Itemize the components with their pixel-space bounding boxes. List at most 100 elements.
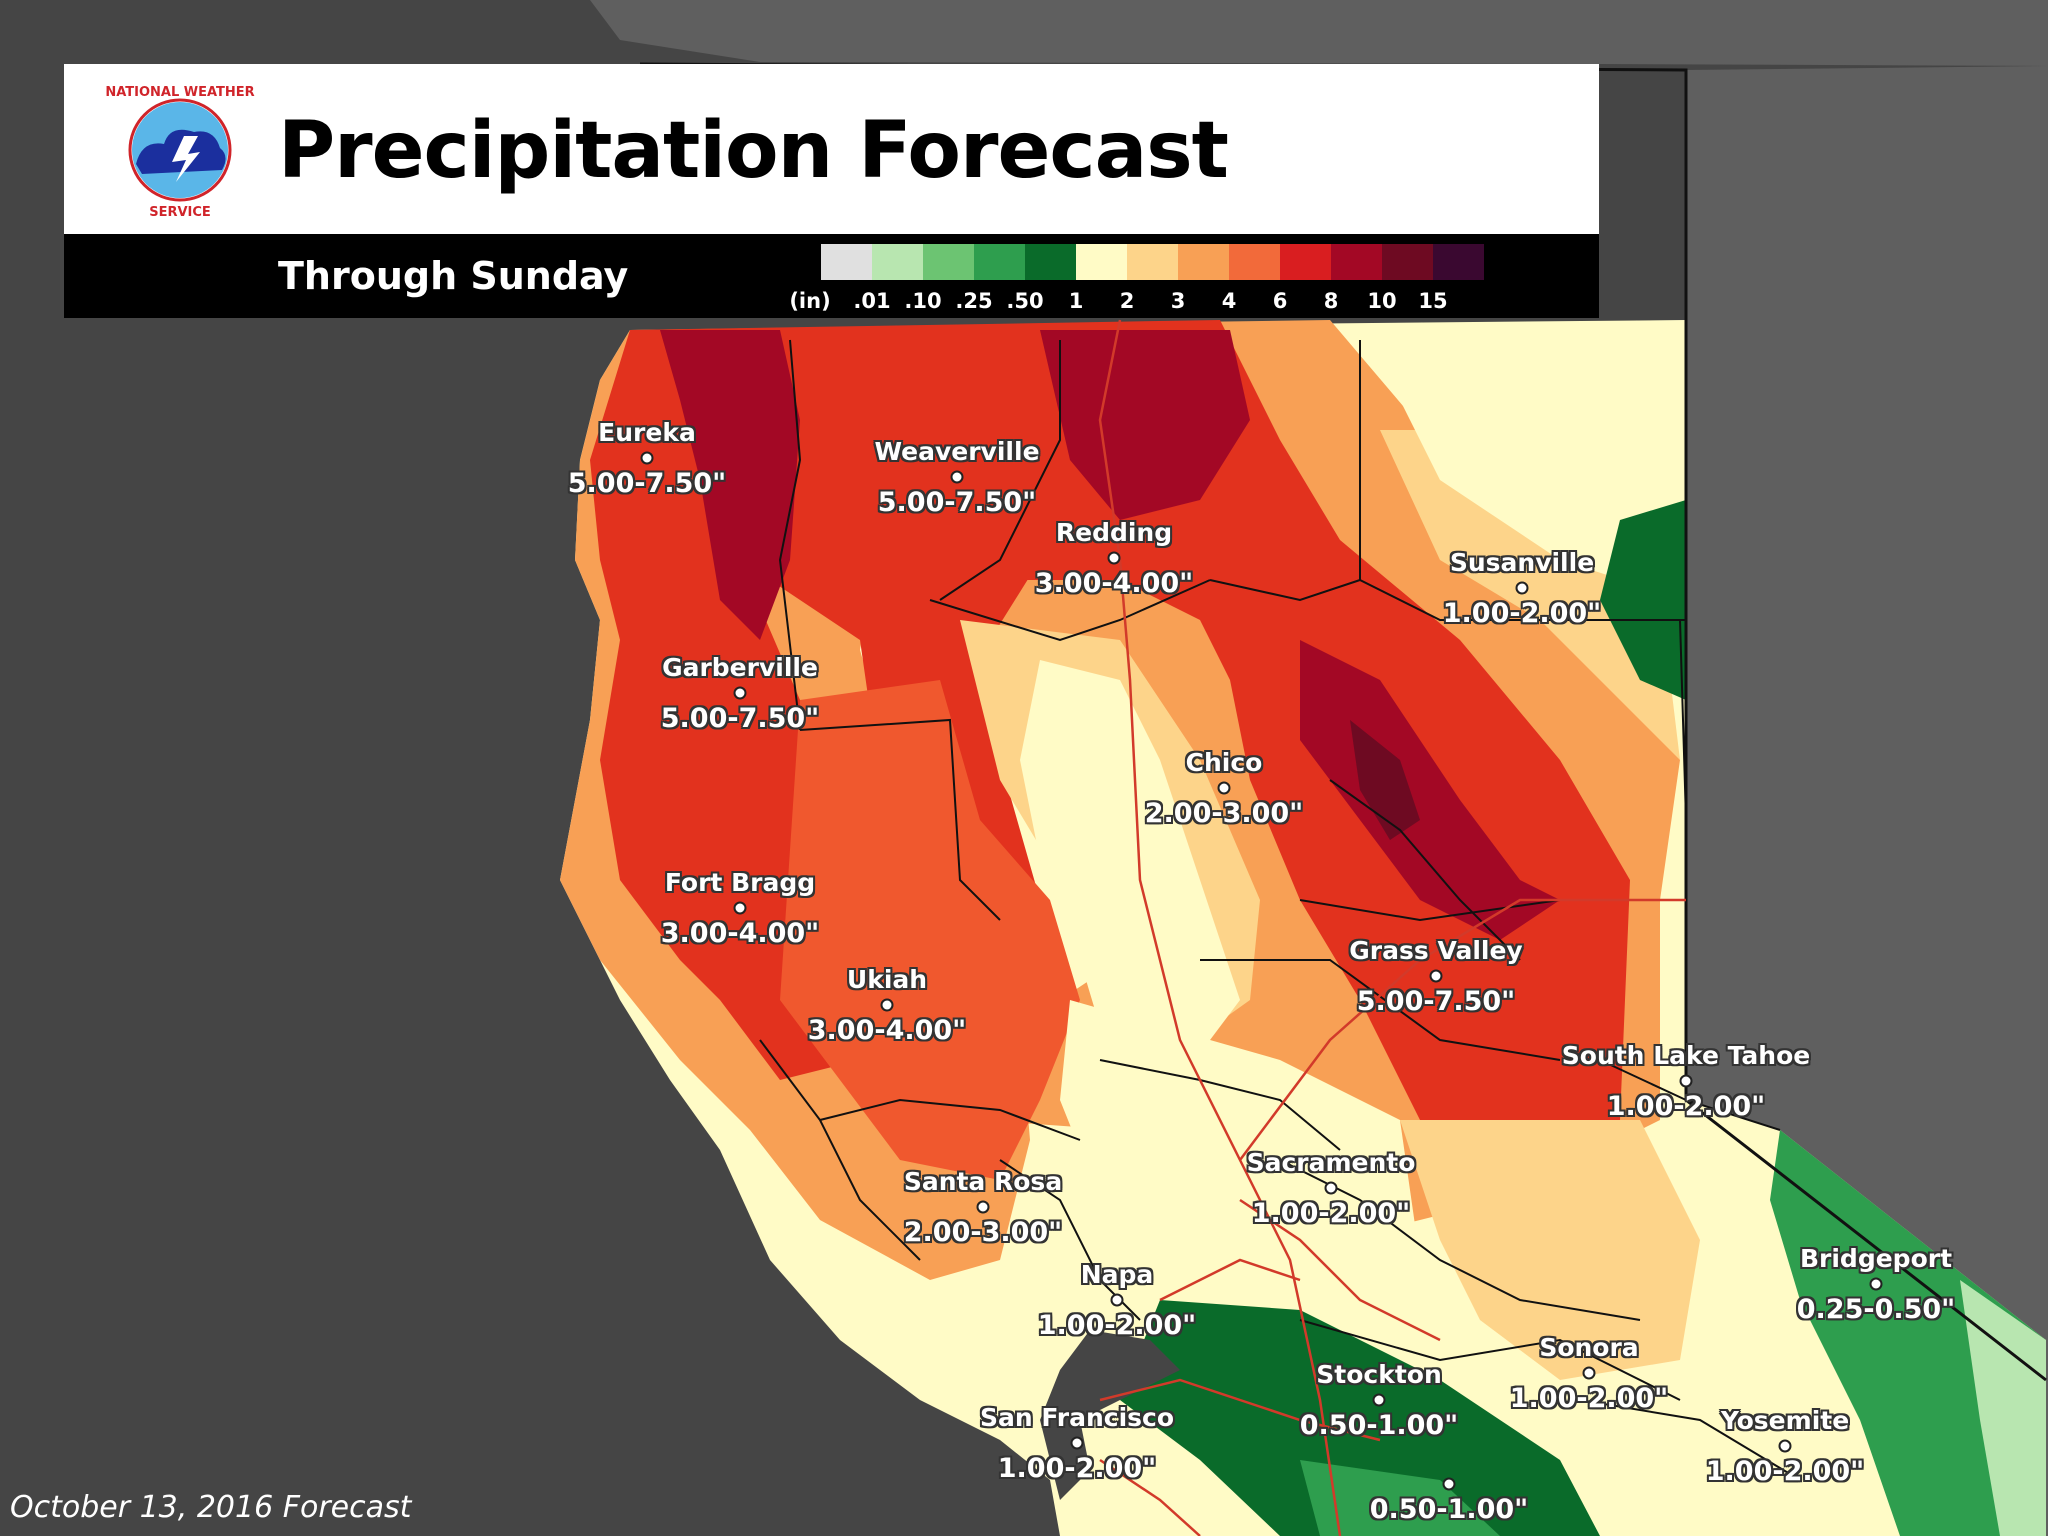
subtitle: Through Sunday bbox=[278, 254, 629, 298]
forecast-date: October 13, 2016 Forecast bbox=[10, 1490, 412, 1525]
city-marker bbox=[733, 686, 747, 700]
legend-tick-label: 2 bbox=[1119, 289, 1135, 313]
city-range-bridgeport: 0.25-0.50" bbox=[1796, 1294, 1956, 1325]
city-range-south-lake-tahoe: 1.00-2.00" bbox=[1606, 1091, 1766, 1122]
header-banner bbox=[64, 64, 1599, 234]
legend-tick-label: 8 bbox=[1323, 289, 1339, 313]
city-range-sacramento: 1.00-2.00" bbox=[1251, 1198, 1411, 1229]
legend-tick-label: .10 bbox=[904, 289, 942, 313]
zone-light-orange-3 bbox=[1400, 1120, 1700, 1380]
legend-tick-label: 3 bbox=[1170, 289, 1186, 313]
legend-tick-label: 10 bbox=[1367, 289, 1397, 313]
page-title: Precipitation Forecast bbox=[278, 106, 1229, 196]
city-marker bbox=[1679, 1074, 1693, 1088]
zone-pale-green bbox=[1960, 1280, 2046, 1536]
city-marker bbox=[1515, 581, 1529, 595]
city-name-eureka: Eureka bbox=[598, 418, 696, 447]
legend-swatch bbox=[1280, 244, 1331, 280]
svg-text:SERVICE: SERVICE bbox=[149, 205, 211, 220]
city-name-fort-bragg: Fort Bragg bbox=[664, 868, 816, 897]
city-range-susanville: 1.00-2.00" bbox=[1442, 598, 1602, 629]
city-range-yosemite: 1.00-2.00" bbox=[1705, 1456, 1865, 1487]
legend-swatch bbox=[1433, 244, 1484, 280]
city-marker bbox=[1107, 551, 1121, 565]
legend-tick-label: 15 bbox=[1418, 289, 1448, 313]
city-name-sacramento: Sacramento bbox=[1246, 1148, 1416, 1177]
city-name-napa: Napa bbox=[1080, 1260, 1154, 1289]
legend-tick-label: 6 bbox=[1272, 289, 1288, 313]
zone-green-east bbox=[1600, 500, 1686, 700]
city-range-santa-rosa: 2.00-3.00" bbox=[903, 1217, 1063, 1248]
legend-swatch bbox=[1229, 244, 1280, 280]
city-marker bbox=[1582, 1366, 1596, 1380]
city-name-redding: Redding bbox=[1055, 518, 1173, 547]
city-range-napa: 1.00-2.00" bbox=[1037, 1310, 1197, 1341]
city-marker bbox=[1324, 1181, 1338, 1195]
city-marker bbox=[1110, 1293, 1124, 1307]
city-marker bbox=[1442, 1477, 1456, 1491]
legend-swatch bbox=[1025, 244, 1076, 280]
legend-swatch bbox=[1178, 244, 1229, 280]
legend-swatch bbox=[1382, 244, 1433, 280]
legend-tick-label: .01 bbox=[853, 289, 891, 313]
legend-swatch bbox=[974, 244, 1025, 280]
city-marker bbox=[733, 901, 747, 915]
zone-deep-red-3 bbox=[1300, 640, 1560, 940]
city-range-eureka: 5.00-7.50" bbox=[567, 468, 727, 499]
city-range-redding: 3.00-4.00" bbox=[1034, 568, 1194, 599]
city-marker bbox=[1070, 1436, 1084, 1450]
nevada-region bbox=[1686, 66, 2048, 1536]
city-range-weaverville: 5.00-7.50" bbox=[877, 487, 1037, 518]
city-range-stockton: 0.50-1.00" bbox=[1299, 1410, 1459, 1441]
city-name-ukiah: Ukiah bbox=[846, 965, 928, 994]
city-range-chico: 2.00-3.00" bbox=[1144, 798, 1304, 829]
legend-swatch bbox=[1331, 244, 1382, 280]
city-name-grass-valley: Grass Valley bbox=[1349, 936, 1523, 965]
city-range-ukiah: 3.00-4.00" bbox=[807, 1015, 967, 1046]
city-marker bbox=[976, 1200, 990, 1214]
legend-tick-label: .25 bbox=[955, 289, 993, 313]
city-name-santa-rosa: Santa Rosa bbox=[903, 1167, 1063, 1196]
legend-swatch bbox=[821, 244, 872, 280]
zone-valley-yellow bbox=[1020, 660, 1240, 1080]
city-marker bbox=[1778, 1439, 1792, 1453]
city-range-fort-bragg: 3.00-4.00" bbox=[660, 918, 820, 949]
zone-deep-red bbox=[660, 330, 800, 640]
city-name-san-francisco: San Francisco bbox=[979, 1403, 1175, 1432]
legend-swatch bbox=[923, 244, 974, 280]
legend-tick-label: .50 bbox=[1006, 289, 1044, 313]
legend-tick-label: 4 bbox=[1221, 289, 1237, 313]
city-name-garberville: Garberville bbox=[662, 653, 818, 682]
city-name-bridgeport: Bridgeport bbox=[1799, 1244, 1953, 1273]
svg-text:NATIONAL WEATHER: NATIONAL WEATHER bbox=[105, 85, 254, 100]
city-name-susanville: Susanville bbox=[1449, 548, 1595, 577]
zone-deep-red-2 bbox=[1040, 330, 1250, 520]
city-name-sonora: Sonora bbox=[1539, 1333, 1639, 1362]
nws-logo: NATIONAL WEATHER SERVICE bbox=[105, 82, 255, 220]
sf-bay bbox=[1040, 1330, 1180, 1500]
city-range-garberville: 5.00-7.50" bbox=[660, 703, 820, 734]
city-marker bbox=[1217, 781, 1231, 795]
city-range-san-francisco: 1.00-2.00" bbox=[997, 1453, 1157, 1484]
city-marker bbox=[880, 998, 894, 1012]
city-range-sonora: 1.00-2.00" bbox=[1509, 1383, 1669, 1414]
legend-swatch bbox=[1127, 244, 1178, 280]
city-name-south-lake-tahoe: South Lake Tahoe bbox=[1561, 1041, 1811, 1070]
zone-orange-red bbox=[780, 680, 1080, 1180]
zone-darkest bbox=[1350, 720, 1420, 840]
city-marker bbox=[1869, 1277, 1883, 1291]
zone-green-sierra bbox=[1770, 1130, 2046, 1536]
city-marker bbox=[640, 451, 654, 465]
city-name-chico: Chico bbox=[1185, 748, 1263, 777]
zone-green-delta bbox=[1120, 1300, 1600, 1536]
city-name-stockton: Stockton bbox=[1316, 1360, 1442, 1389]
city-range-grass-valley: 5.00-7.50" bbox=[1356, 986, 1516, 1017]
city-range-unnamed-south: 0.50-1.00" bbox=[1369, 1494, 1529, 1525]
legend-unit: (in) bbox=[789, 289, 831, 313]
city-name-yosemite: Yosemite bbox=[1720, 1406, 1850, 1435]
zone-north-yellow bbox=[1380, 330, 1686, 600]
city-name-weaverville: Weaverville bbox=[874, 437, 1040, 466]
oregon-region bbox=[590, 0, 2048, 66]
